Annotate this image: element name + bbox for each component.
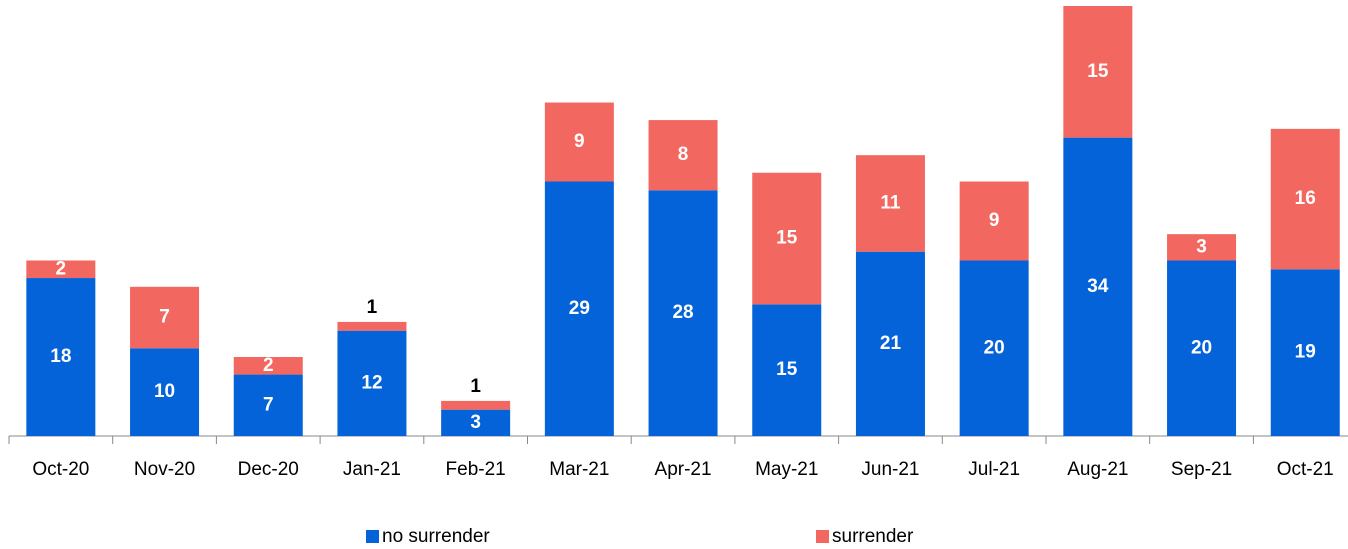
bar-segment	[233, 357, 303, 375]
bar-segment	[855, 251, 925, 436]
bar-segment	[441, 400, 511, 410]
bar-segment	[337, 330, 407, 436]
bar-segment	[1167, 260, 1237, 436]
x-tick-label: Sep-21	[1171, 459, 1232, 480]
bar-segment	[544, 181, 614, 436]
x-tick-label: Oct-20	[32, 459, 89, 480]
x-tick-label: Aug-21	[1067, 459, 1128, 480]
value-label: 34	[1087, 276, 1109, 297]
bar-segment	[648, 190, 718, 436]
bar-segment	[26, 278, 96, 436]
bar-segment	[233, 374, 303, 436]
value-label: 21	[880, 333, 902, 354]
bar-segment	[752, 304, 822, 436]
value-label: 29	[569, 298, 590, 319]
value-label: 7	[159, 307, 170, 328]
value-label: 1	[367, 297, 378, 318]
bar-segment	[1270, 269, 1340, 436]
value-label: 20	[1191, 337, 1212, 358]
value-label: 15	[776, 359, 798, 380]
value-label: 10	[154, 381, 175, 402]
legend-label: surrender	[832, 526, 914, 547]
x-tick-label: May-21	[755, 459, 818, 480]
bar-segment	[1167, 234, 1237, 261]
x-tick-label: Feb-21	[446, 459, 506, 480]
value-label: 9	[989, 210, 1000, 231]
bar-segment	[130, 348, 200, 436]
bar-segment	[130, 286, 200, 349]
bar-segment	[1063, 6, 1133, 138]
x-tick-label: Jul-21	[968, 459, 1020, 480]
x-tick-label: Apr-21	[655, 459, 712, 480]
value-label: 20	[984, 337, 1005, 358]
legend-label: no surrender	[382, 526, 490, 547]
bar-segment	[752, 172, 822, 305]
value-label: 15	[1087, 61, 1109, 82]
x-tick-label: Oct-21	[1277, 459, 1334, 480]
value-label: 12	[361, 372, 382, 393]
value-label: 15	[776, 228, 798, 249]
bar-segment	[959, 260, 1029, 436]
value-label: 11	[880, 192, 901, 213]
bar-segment	[959, 181, 1029, 261]
bar-segment	[337, 321, 407, 331]
value-label: 2	[56, 258, 67, 279]
legend-swatch	[366, 530, 379, 543]
legend-swatch	[816, 530, 829, 543]
value-label: 19	[1295, 342, 1316, 363]
value-label: 18	[50, 346, 71, 367]
bar-segment	[855, 155, 925, 252]
x-tick-label: Nov-20	[134, 459, 195, 480]
bar-segment	[441, 409, 511, 436]
value-label: 7	[263, 394, 274, 415]
bar-segment	[544, 102, 614, 182]
value-label: 1	[470, 376, 481, 397]
x-tick-label: Jun-21	[861, 459, 919, 480]
bar-segment	[26, 260, 96, 279]
value-label: 3	[1196, 236, 1207, 257]
value-label: 16	[1295, 188, 1316, 209]
value-label: 2	[263, 355, 274, 376]
value-label: 8	[678, 144, 689, 165]
x-tick-label: Dec-20	[238, 459, 299, 480]
x-tick-label: Mar-21	[549, 459, 609, 480]
value-label: 3	[470, 412, 481, 433]
value-label: 9	[574, 131, 585, 152]
value-label: 28	[672, 302, 693, 323]
x-tick-label: Jan-21	[343, 459, 401, 480]
bar-segment	[1063, 137, 1133, 436]
bar-segment	[648, 120, 718, 191]
bar-segment	[1270, 128, 1340, 270]
